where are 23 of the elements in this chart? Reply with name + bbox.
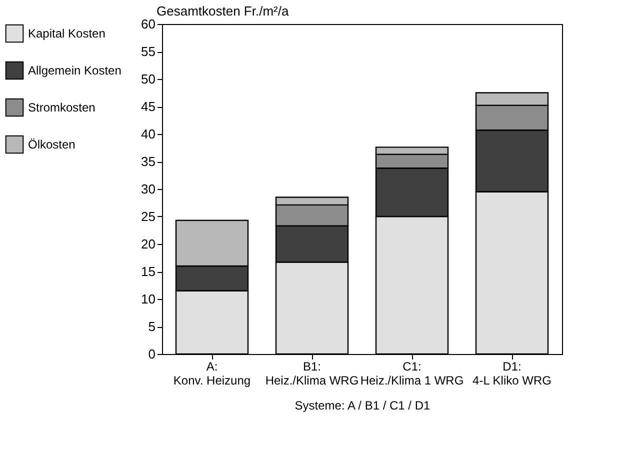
y-tick-label: 25: [141, 209, 156, 224]
x-tick-label: B1: Heiz./Klima WRG: [265, 360, 359, 388]
y-tick-label: 35: [141, 154, 156, 169]
y-tick-label: 20: [141, 236, 156, 252]
y-axis-title: Gesamtkosten Fr./m²/a: [156, 4, 290, 18]
y-tick-label: 50: [141, 72, 156, 86]
y-tick-label: 55: [141, 44, 156, 59]
y-tick-label: 60: [141, 16, 156, 32]
legend-label: Stromkosten: [28, 100, 96, 114]
x-tick-label: D1: 4-L Kliko WRG: [472, 360, 552, 388]
x-axis-title: Systeme: A / B1 / C1 / D1: [294, 398, 431, 412]
y-tick-label: 15: [141, 264, 156, 279]
legend-label: Kapital Kosten: [28, 26, 106, 40]
legend-label: Ölkosten: [28, 138, 76, 152]
y-tick-label: 45: [141, 99, 156, 114]
y-tick-label: 40: [141, 126, 156, 142]
y-tick-label: 5: [148, 319, 156, 334]
y-tick-label: 0: [148, 346, 156, 362]
x-tick-label: A: Konv. Heizung: [173, 360, 251, 388]
y-tick-label: 10: [141, 292, 156, 306]
y-tick-label: 30: [141, 182, 156, 196]
legend-label: Allgemein Kosten: [28, 64, 122, 78]
x-tick-label: C1: Heiz./Klima 1 WRG: [360, 360, 464, 388]
